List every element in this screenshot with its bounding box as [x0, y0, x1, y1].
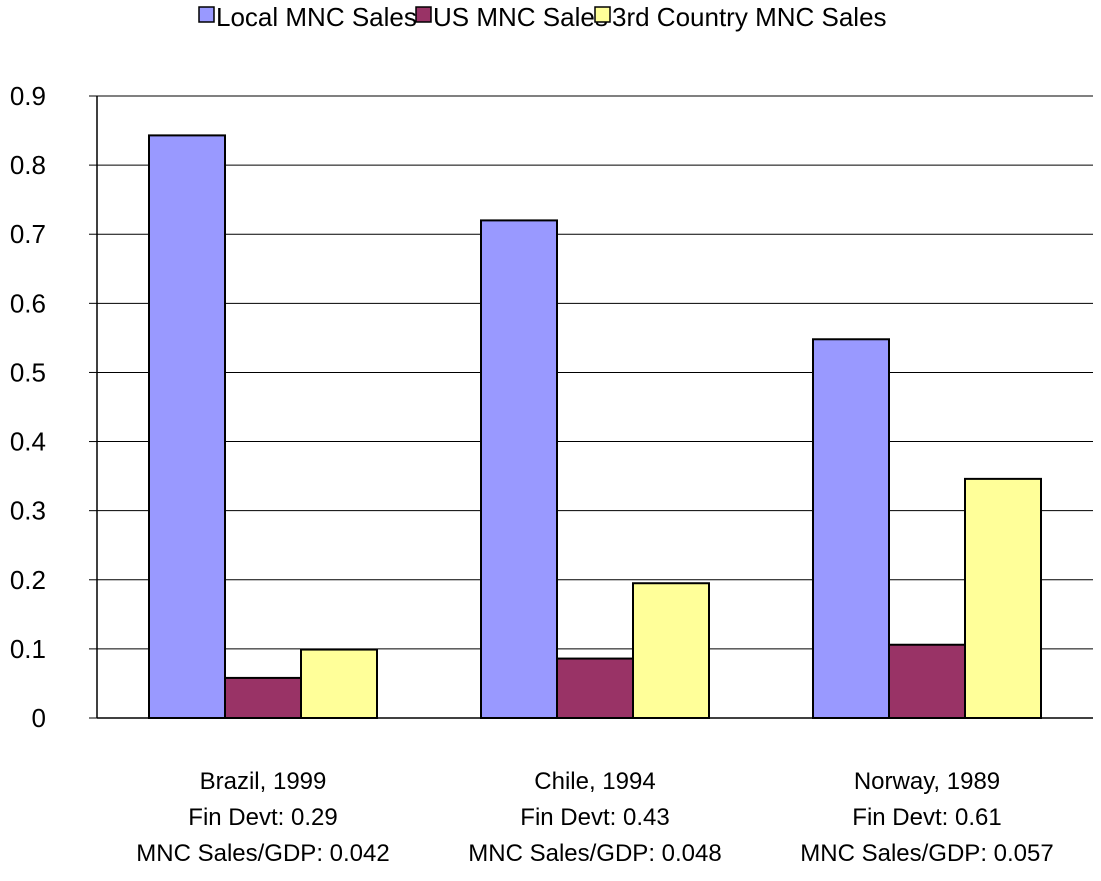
x-category-label: Fin Devt: 0.29: [188, 804, 337, 831]
bar-local-mnc-sales: [148, 134, 226, 720]
y-tick-label: 0.9: [10, 81, 46, 111]
x-category-label: MNC Sales/GDP: 0.048: [468, 840, 721, 867]
legend-swatch: [198, 6, 215, 23]
x-category-label: Norway, 1989: [854, 768, 1000, 795]
bar-local-mnc-sales: [812, 338, 890, 719]
y-tick-label: 0.7: [10, 219, 46, 249]
y-tick-label: 0.5: [10, 357, 46, 387]
legend-swatch: [594, 6, 611, 23]
bar-3rd-country-mnc-sales: [632, 582, 710, 719]
x-category-label: Brazil, 1999: [200, 768, 327, 795]
y-tick-label: 0.2: [10, 565, 46, 595]
legend-swatch: [415, 6, 432, 23]
legend-label: US MNC Sales: [433, 2, 608, 32]
bar-local-mnc-sales: [480, 219, 558, 719]
x-category-label: Fin Devt: 0.61: [852, 804, 1001, 831]
bar-us-mnc-sales: [556, 657, 634, 720]
bar-3rd-country-mnc-sales: [300, 648, 378, 720]
legend-label: Local MNC Sales: [216, 2, 417, 32]
bar-us-mnc-sales: [224, 676, 302, 719]
y-tick-label: 0.8: [10, 150, 46, 180]
y-tick-label: 0.3: [10, 496, 46, 526]
x-category-label: Chile, 1994: [534, 768, 655, 795]
x-category-label: Fin Devt: 0.43: [520, 804, 669, 831]
y-tick-label: 0: [32, 703, 46, 733]
x-category-label: MNC Sales/GDP: 0.042: [136, 840, 389, 867]
bar-3rd-country-mnc-sales: [964, 477, 1042, 719]
y-tick-label: 0.6: [10, 288, 46, 318]
y-tick-label: 0.4: [10, 427, 46, 457]
y-tick-label: 0.1: [10, 634, 46, 664]
x-category-label: MNC Sales/GDP: 0.057: [800, 840, 1053, 867]
bar-us-mnc-sales: [888, 643, 966, 720]
legend-label: 3rd Country MNC Sales: [612, 2, 887, 32]
